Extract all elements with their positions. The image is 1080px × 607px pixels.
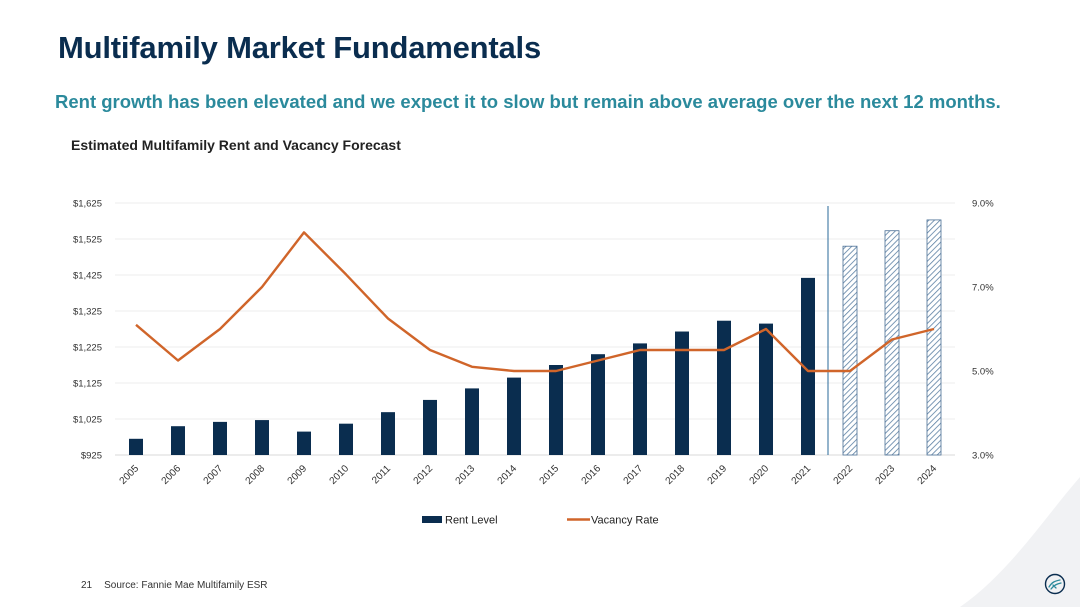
x-tick-label: 2009 xyxy=(286,463,310,487)
rent-bar xyxy=(381,412,395,455)
corner-decoration xyxy=(960,477,1080,607)
page-subtitle: Rent growth has been elevated and we exp… xyxy=(55,91,1001,112)
y-right-tick-label: 7.0% xyxy=(972,283,994,294)
y-left-tick-label: $1,125 xyxy=(73,379,102,390)
y-right-tick-label: 3.0% xyxy=(972,451,994,462)
rent-bar xyxy=(213,421,227,455)
x-tick-label: 2012 xyxy=(412,463,436,487)
x-tick-label: 2005 xyxy=(118,463,142,487)
rent-bar xyxy=(465,388,479,455)
rent-bar xyxy=(675,331,689,455)
x-tick-label: 2019 xyxy=(706,463,730,487)
rent-bar-forecast xyxy=(926,219,942,456)
x-tick-label: 2024 xyxy=(916,463,940,487)
rent-bar xyxy=(339,423,353,455)
y-left-tick-label: $1,025 xyxy=(73,415,102,426)
x-tick-label: 2013 xyxy=(454,463,478,487)
x-tick-label: 2023 xyxy=(874,463,898,487)
source-note: Source: Fannie Mae Multifamily ESR xyxy=(104,580,268,591)
rent-bar xyxy=(549,365,563,455)
x-tick-label: 2020 xyxy=(748,463,772,487)
rent-bar xyxy=(717,320,731,455)
y-left-tick-label: $1,525 xyxy=(73,235,102,246)
rent-bar xyxy=(171,426,185,455)
legend-swatch-rent xyxy=(422,516,442,523)
y-right-tick-label: 9.0% xyxy=(972,199,994,210)
rent-bar xyxy=(801,277,815,455)
x-tick-label: 2018 xyxy=(664,463,688,487)
y-left-tick-label: $925 xyxy=(81,451,102,462)
x-tick-label: 2011 xyxy=(370,463,393,486)
rent-bar xyxy=(297,431,311,455)
y-right-tick-label: 5.0% xyxy=(972,367,994,378)
rent-bar xyxy=(633,343,647,455)
x-tick-label: 2021 xyxy=(790,463,814,487)
x-tick-label: 2015 xyxy=(538,463,562,487)
page-number: 21 xyxy=(81,580,93,591)
fannie-mae-logo-icon xyxy=(1044,573,1066,595)
x-tick-label: 2022 xyxy=(832,463,856,487)
x-tick-label: 2008 xyxy=(244,463,268,487)
legend-label-rent: Rent Level xyxy=(445,515,498,527)
x-tick-label: 2017 xyxy=(622,463,646,487)
page-title: Multifamily Market Fundamentals xyxy=(58,30,542,65)
rent-bar-forecast xyxy=(884,230,900,456)
rent-bar xyxy=(759,323,773,455)
y-left-tick-label: $1,625 xyxy=(73,199,102,210)
x-tick-label: 2016 xyxy=(580,463,604,487)
chart-title: Estimated Multifamily Rent and Vacancy F… xyxy=(71,137,401,153)
x-tick-label: 2006 xyxy=(160,463,184,487)
y-left-tick-label: $1,325 xyxy=(73,307,102,318)
x-tick-label: 2007 xyxy=(202,463,226,487)
footer: 21 Source: Fannie Mae Multifamily ESR xyxy=(81,580,268,591)
rent-bar xyxy=(255,420,269,455)
vacancy-rate-line xyxy=(135,231,935,373)
x-tick-label: 2014 xyxy=(496,463,520,487)
rent-bar-forecast xyxy=(842,245,858,456)
rent-bar xyxy=(591,354,605,455)
rent-bar xyxy=(129,438,143,455)
x-tick-label: 2010 xyxy=(328,463,352,487)
y-left-tick-label: $1,425 xyxy=(73,271,102,282)
legend-label-vacancy: Vacancy Rate xyxy=(591,515,659,527)
rent-bar xyxy=(423,399,437,455)
y-left-tick-label: $1,225 xyxy=(73,343,102,354)
rent-bar xyxy=(507,377,521,455)
